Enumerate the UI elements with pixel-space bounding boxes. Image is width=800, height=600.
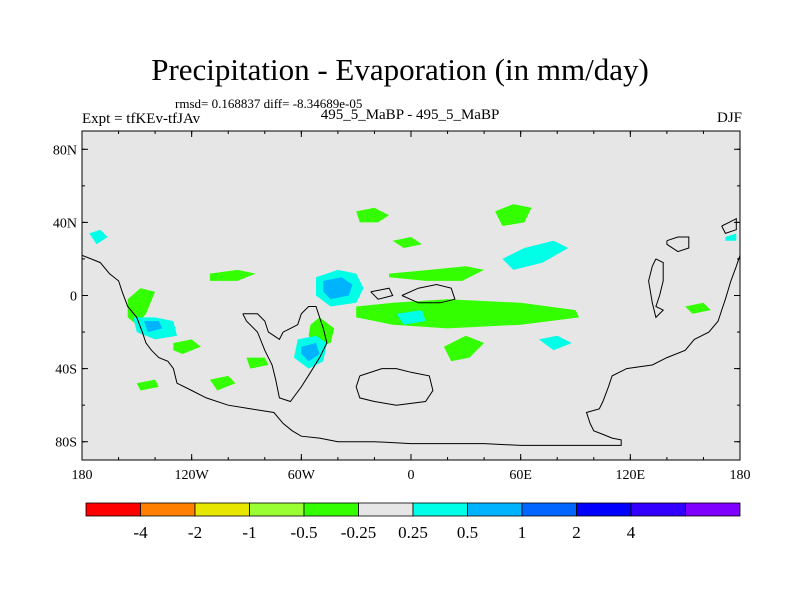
colorbar-swatch — [249, 502, 305, 517]
colorbar-label: -0.25 — [341, 523, 376, 542]
x-tick-label: 120W — [175, 468, 210, 483]
colorbar-swatch — [194, 502, 250, 517]
case-label: 495_5_MaBP - 495_5_MaBP — [320, 107, 500, 123]
contour-region--0.25 — [443, 335, 485, 362]
colorbar-label: -2 — [188, 523, 202, 542]
contour-region--0.25 — [685, 302, 711, 314]
coastline — [648, 258, 665, 319]
contour-region--0.25 — [392, 237, 422, 248]
contour-region-0.5 — [301, 343, 320, 362]
contour-region--0.25 — [495, 204, 532, 226]
contour-region--0.25 — [173, 339, 201, 354]
colorbar-swatch — [140, 502, 196, 517]
contour-region--0.25 — [246, 357, 269, 369]
colorbar-label: 0.25 — [398, 523, 428, 542]
colorbar-swatch — [521, 502, 577, 517]
x-tick-label: 0 — [408, 468, 415, 483]
coastline — [721, 217, 737, 235]
plot-background — [82, 131, 740, 460]
colorbar-swatch — [85, 502, 141, 517]
contour-region--0.25 — [356, 207, 390, 223]
coastline — [666, 236, 690, 253]
colorbar-swatch — [303, 502, 359, 517]
y-tick-label: 40S — [55, 363, 77, 378]
colorbar-label: -4 — [133, 523, 148, 542]
colorbar-swatch — [685, 502, 741, 517]
colorbar-label: 2 — [572, 523, 581, 542]
y-tick-label: 40N — [53, 216, 77, 231]
contour-region-0.5 — [144, 321, 163, 333]
chart-title: Precipitation - Evaporation (in mm/day) — [151, 52, 649, 87]
x-tick-label: 180 — [72, 468, 93, 483]
colorbar-label: 0.5 — [457, 523, 478, 542]
experiment-label: Expt = tfKEv-tfJAv — [82, 111, 201, 127]
colorbar-label: 4 — [627, 523, 636, 542]
contour-region--0.25 — [389, 266, 485, 281]
contour-region-0.25 — [538, 335, 572, 351]
colorbar-swatch — [630, 502, 686, 517]
contour-region-0.5 — [323, 277, 353, 300]
contour-region-0.25 — [725, 233, 737, 241]
coastline — [355, 368, 434, 406]
contour-region--0.25 — [127, 288, 156, 325]
x-tick-label: 60W — [288, 468, 316, 483]
contour-region-0.25 — [396, 310, 426, 325]
stats-label: rmsd= 0.168837 diff= -8.34689e-05 — [175, 96, 363, 111]
colorbar-swatch — [576, 502, 632, 517]
x-tick-label: 180 — [730, 468, 751, 483]
colorbar-swatch — [412, 502, 468, 517]
contour-region--0.25 — [136, 379, 159, 391]
x-tick-label: 120E — [616, 468, 646, 483]
coastline — [82, 254, 740, 446]
contour-region--0.25 — [209, 269, 256, 281]
colorbar-label: -1 — [242, 523, 256, 542]
colorbar-label: -0.5 — [291, 523, 318, 542]
y-tick-label: 80N — [53, 143, 77, 158]
y-tick-label: 80S — [55, 436, 77, 451]
colorbar-swatch — [358, 502, 414, 517]
colorbar-swatch — [467, 502, 523, 517]
contour-region--0.25 — [209, 375, 236, 391]
y-tick-label: 0 — [70, 290, 77, 305]
season-label: DJF — [716, 110, 742, 126]
coastline — [242, 306, 328, 403]
contour-region-0.25 — [502, 240, 569, 270]
x-tick-label: 60E — [509, 468, 532, 483]
coastline — [401, 283, 456, 304]
contour-region-0.25 — [89, 229, 108, 245]
coastline — [370, 287, 394, 300]
colorbar-label: 1 — [518, 523, 527, 542]
